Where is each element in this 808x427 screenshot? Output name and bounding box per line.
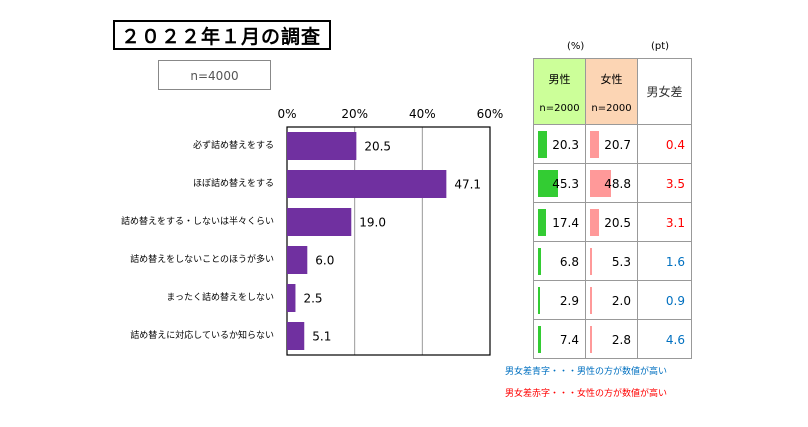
bar (287, 284, 296, 312)
male-cell: 6.8 (533, 241, 586, 281)
female-value: 2.0 (611, 294, 631, 308)
table-row: 17.4 20.5 3.1 (533, 202, 692, 242)
female-value: 48.8 (604, 177, 631, 191)
diff-cell: 3.5 (637, 163, 692, 203)
female-cell: 48.8 (585, 163, 638, 203)
male-value: 2.9 (559, 294, 579, 308)
plot-frame (286, 126, 491, 356)
male-value: 6.8 (559, 255, 579, 269)
male-header: 男性 n=2000 (533, 58, 586, 125)
female-header-label: 女性 (600, 73, 623, 86)
bar (287, 208, 352, 236)
bar-value-label: 19.0 (359, 216, 386, 230)
male-value: 7.4 (559, 333, 579, 347)
table-row: 6.8 5.3 1.6 (533, 241, 692, 281)
bar-value-label: 6.0 (315, 254, 334, 268)
female-n-label: n=2000 (591, 103, 632, 114)
bar-value-label: 5.1 (312, 330, 331, 344)
female-databar (590, 170, 612, 197)
female-cell: 2.0 (585, 280, 638, 320)
female-value: 5.3 (611, 255, 631, 269)
female-databar (590, 287, 592, 314)
female-databar (590, 326, 592, 353)
diff-header-label: 男女差 (646, 85, 683, 99)
diff-cell: 4.6 (637, 319, 692, 359)
female-value: 20.5 (604, 216, 631, 230)
female-header: 女性 n=2000 (585, 58, 638, 125)
male-n-label: n=2000 (539, 103, 580, 114)
x-tick-label: 40% (409, 107, 436, 121)
male-databar (538, 287, 540, 314)
diff-value: 0.9 (665, 294, 685, 308)
x-tick-label: 20% (341, 107, 368, 121)
female-cell: 2.8 (585, 319, 638, 359)
bar-value-label: 2.5 (303, 292, 322, 306)
bar (287, 132, 357, 160)
category-label: 詰め替えをしないことのほうが多い (130, 255, 274, 265)
female-databar (590, 248, 593, 275)
diff-value: 3.1 (665, 216, 685, 230)
gender-comparison-table: 男性 n=2000 女性 n=2000 男女差 20.3 20.7 0.4 45.3 4… (533, 58, 692, 359)
table-row: 2.9 2.0 0.9 (533, 280, 692, 320)
bar-value-label: 47.1 (454, 178, 481, 192)
diff-cell: 1.6 (637, 241, 692, 281)
female-cell: 5.3 (585, 241, 638, 281)
diff-value: 1.6 (665, 255, 685, 269)
male-value: 45.3 (552, 177, 579, 191)
note-red: 男女差赤字・・・女性の方が数値が高い (505, 389, 668, 399)
table-row: 20.3 20.7 0.4 (533, 124, 692, 164)
category-label: 詰め替えに対応しているか知らない (130, 331, 274, 341)
bar (287, 170, 447, 198)
note-blue: 男女差青字・・・男性の方が数値が高い (505, 367, 668, 377)
category-label: 必ず詰め替えをする (192, 141, 274, 151)
x-tick-label: 0% (277, 107, 296, 121)
diff-cell: 3.1 (637, 202, 692, 242)
male-databar (538, 209, 546, 236)
table-row: 7.4 2.8 4.6 (533, 319, 692, 359)
unit-points: (pt) (651, 41, 670, 52)
male-databar (538, 131, 547, 158)
female-value: 2.8 (611, 333, 631, 347)
bar (287, 246, 308, 274)
male-value: 20.3 (552, 138, 579, 152)
diff-cell: 0.4 (637, 124, 692, 164)
diff-value: 4.6 (665, 333, 685, 347)
male-cell: 7.4 (533, 319, 586, 359)
table-row: 45.3 48.8 3.5 (533, 163, 692, 203)
female-databar (590, 209, 600, 236)
unit-percent: (%) (567, 41, 585, 52)
category-label: 詰め替えをする・しないは半々くらい (120, 217, 274, 227)
male-cell: 20.3 (533, 124, 586, 164)
male-cell: 45.3 (533, 163, 586, 203)
male-cell: 2.9 (533, 280, 586, 320)
female-value: 20.7 (604, 138, 631, 152)
male-databar (538, 170, 558, 197)
bar (287, 322, 305, 350)
male-cell: 17.4 (533, 202, 586, 242)
male-header-label: 男性 (548, 73, 571, 86)
female-databar (590, 131, 600, 158)
diff-value: 0.4 (665, 138, 685, 152)
female-cell: 20.7 (585, 124, 638, 164)
diff-cell: 0.9 (637, 280, 692, 320)
chart-title: ２０２２年１月の調査 (113, 20, 331, 50)
bar-value-label: 20.5 (364, 140, 391, 154)
female-cell: 20.5 (585, 202, 638, 242)
diff-value: 3.5 (665, 177, 685, 191)
sample-size-box: n=4000 (158, 60, 271, 90)
male-databar (538, 248, 541, 275)
male-value: 17.4 (552, 216, 579, 230)
category-label: ほぼ詰め替えをする (192, 179, 274, 189)
category-label: まったく詰め替えをしない (166, 293, 274, 303)
diff-header: 男女差 (637, 58, 692, 125)
male-databar (538, 326, 542, 353)
x-tick-label: 60% (477, 107, 504, 121)
